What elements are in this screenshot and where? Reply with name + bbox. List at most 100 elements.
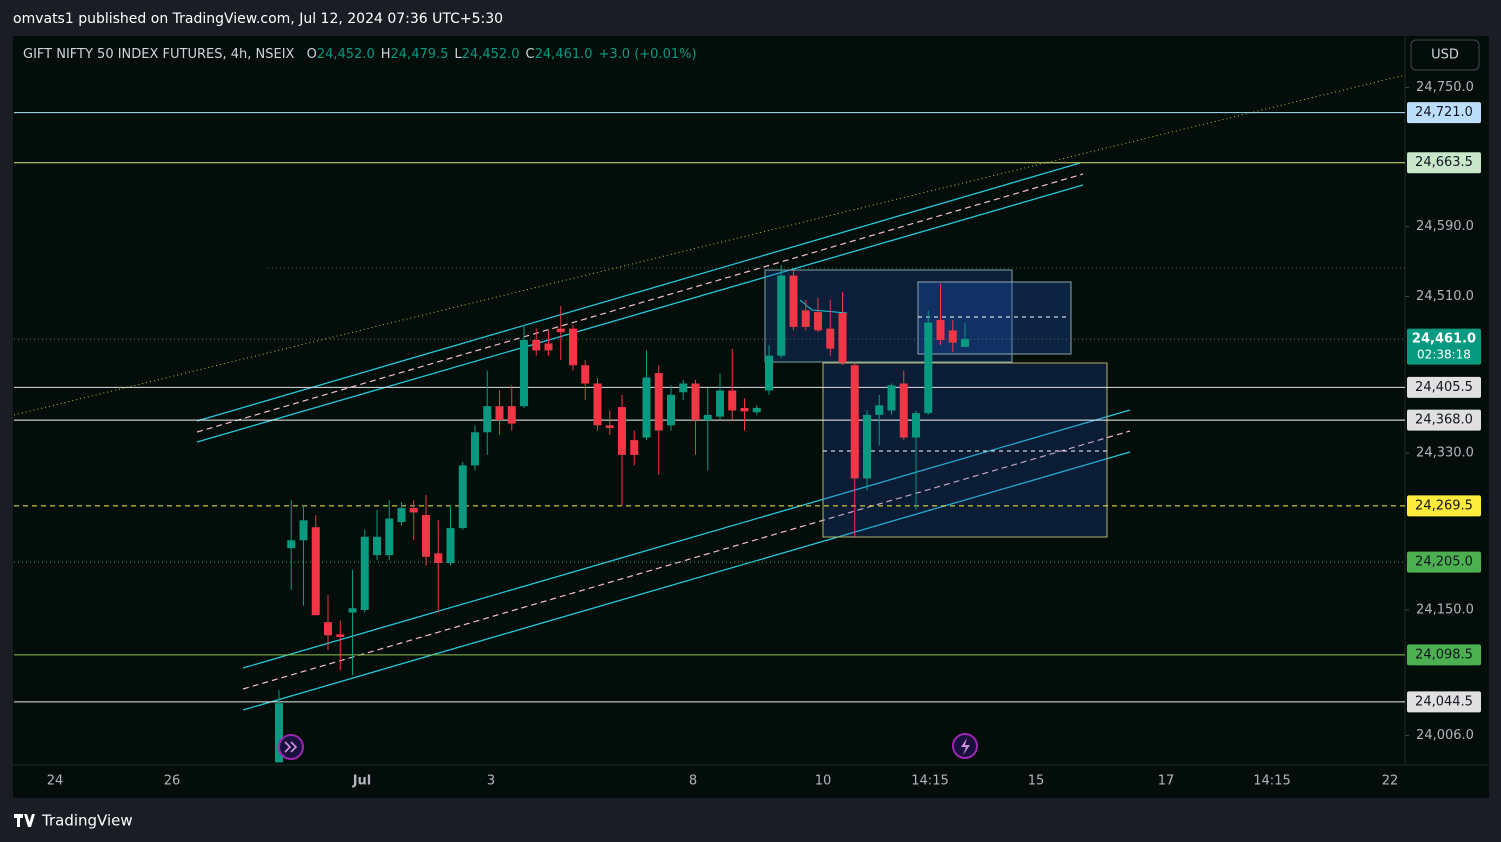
button-bg[interactable] — [1410, 39, 1480, 71]
price-label: 24,205.0 — [1415, 555, 1473, 570]
candle-body — [936, 319, 945, 340]
price-label: 24,405.5 — [1415, 380, 1473, 395]
candle-body — [544, 343, 553, 351]
small-line — [799, 299, 848, 314]
button-label[interactable]: USD — [1431, 48, 1459, 63]
candle-body — [299, 520, 308, 541]
candle-body — [520, 339, 528, 407]
candle-body — [961, 339, 969, 347]
x-tick-label: 22 — [1382, 774, 1399, 789]
channel-line — [196, 162, 1081, 422]
candle-body — [777, 275, 786, 356]
channel-line — [196, 184, 1084, 443]
price-label: 24,098.5 — [1415, 647, 1473, 662]
x-tick-label: 14:15 — [911, 774, 948, 789]
candle-body — [679, 383, 688, 393]
candle-body — [471, 432, 479, 466]
candle-body — [740, 407, 749, 412]
candle-body — [765, 355, 773, 391]
legend-key: O — [307, 47, 317, 62]
price-label-bg — [1407, 644, 1481, 666]
price-label-bg — [1407, 102, 1481, 124]
price-label: 24,721.0 — [1415, 105, 1473, 120]
candle-body — [409, 508, 418, 513]
candle-body — [752, 407, 761, 413]
candle-body — [838, 312, 847, 363]
x-tick-label: 10 — [815, 774, 832, 789]
price-label-bg — [1407, 495, 1481, 517]
candle-body — [532, 339, 541, 351]
price-label: 24,663.5 — [1415, 155, 1473, 170]
candle-body — [850, 365, 859, 479]
event-icons — [278, 733, 978, 760]
price-label: 24,044.5 — [1415, 694, 1473, 709]
publisher-line: omvats1 published on TradingView.com, Ju… — [13, 11, 503, 27]
candle-body — [287, 540, 296, 549]
y-tick-label: 24,150.0 — [1416, 602, 1474, 617]
candle-body — [373, 536, 381, 556]
legend-value: 24,461.0 — [535, 47, 593, 62]
candle-body — [483, 406, 492, 433]
candle-body — [569, 328, 577, 366]
candle-body — [899, 383, 908, 438]
candle-body — [605, 425, 614, 428]
price-label: 24,269.5 — [1415, 498, 1473, 513]
candle-body — [324, 622, 332, 636]
candle-body — [912, 413, 920, 438]
y-tick-label: 24,510.0 — [1416, 289, 1474, 304]
channel-mid — [196, 173, 1084, 433]
legend-key: L — [454, 47, 462, 62]
candle-body — [875, 405, 884, 415]
brand-logo — [14, 814, 35, 827]
candle-body — [789, 275, 798, 327]
channel-line — [242, 451, 1131, 711]
y-tick-label: 24,006.0 — [1416, 728, 1474, 743]
legend-value: 24,452.0 — [462, 47, 520, 62]
candle-body — [360, 536, 369, 610]
legend-key: C — [526, 47, 535, 62]
candle-body — [863, 414, 871, 479]
x-tick-label: 8 — [689, 774, 697, 789]
candle-body — [336, 634, 345, 637]
candle-body — [397, 508, 406, 522]
currency-button[interactable]: USD — [1410, 39, 1480, 71]
channel-line — [242, 409, 1131, 669]
candle-body — [887, 385, 896, 411]
candle-body — [654, 373, 663, 431]
candle-body — [703, 414, 712, 421]
price-label-bg — [1407, 328, 1481, 365]
candle-body — [630, 440, 639, 455]
candle-body — [642, 377, 651, 438]
candle-body — [593, 383, 602, 426]
chart-pane — [13, 36, 1489, 798]
price-label: 24,461.0 — [1412, 332, 1476, 347]
candle-body — [618, 407, 626, 455]
candle-body — [348, 608, 357, 613]
candle-body — [507, 406, 516, 424]
candle-body — [446, 528, 455, 563]
candle-body — [801, 310, 810, 327]
candle-body — [422, 515, 430, 557]
legend-value: 24,452.0 — [317, 47, 375, 62]
price-label-bg — [1407, 376, 1481, 398]
candle-body — [385, 518, 394, 556]
brand-name: TradingView — [41, 812, 133, 830]
legend-key: H — [381, 47, 391, 62]
candle-body — [275, 703, 283, 763]
y-tick-label: 24,750.0 — [1416, 80, 1474, 95]
candle-body — [667, 394, 675, 426]
candle-body — [728, 390, 737, 411]
candle-body — [691, 383, 700, 421]
y-tick-label: 24,590.0 — [1416, 219, 1474, 234]
countdown: 02:38:18 — [1417, 348, 1471, 362]
x-tick-label: 26 — [164, 774, 181, 789]
candle-body — [495, 406, 504, 421]
candles — [275, 265, 969, 763]
range-box — [917, 281, 1072, 355]
legend-value: 24,479.5 — [391, 47, 449, 62]
price-label-bg — [1407, 152, 1481, 174]
candle-body — [716, 390, 724, 417]
x-tick-label: 14:15 — [1253, 774, 1290, 789]
legend: GIFT NIFTY 50 INDEX FUTURES, 4h, NSEIX O… — [23, 47, 697, 62]
